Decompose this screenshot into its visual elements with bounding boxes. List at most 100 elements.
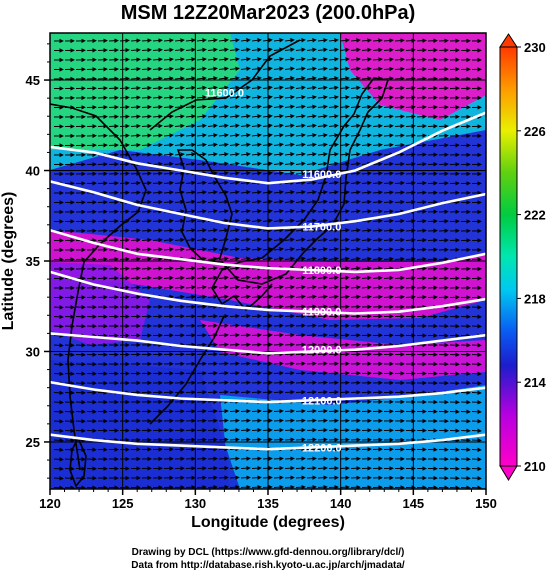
wind-vector	[317, 180, 328, 186]
wind-vector	[218, 332, 229, 338]
wind-vector	[174, 85, 185, 91]
wind-vector	[317, 114, 328, 119]
wind-vector	[152, 161, 163, 167]
wind-vector	[306, 152, 317, 157]
wind-vector	[273, 85, 284, 91]
wind-vector	[339, 209, 350, 214]
wind-vector	[218, 408, 229, 414]
wind-vector	[273, 456, 284, 461]
wind-vector	[394, 228, 405, 233]
wind-vector	[295, 190, 306, 195]
wind-vector	[394, 218, 405, 224]
wind-vector	[317, 209, 328, 214]
wind-vector	[218, 437, 229, 442]
wind-vector	[394, 66, 405, 72]
wind-vector	[185, 199, 196, 205]
wind-vector	[251, 237, 262, 243]
wind-vector	[295, 275, 306, 281]
wind-vector	[273, 66, 284, 72]
contour-label: 11700.0	[302, 222, 341, 234]
wind-vector	[53, 409, 64, 415]
wind-vector	[361, 275, 372, 281]
wind-vector	[141, 76, 152, 81]
wind-vector	[229, 38, 240, 43]
wind-vector	[130, 218, 141, 224]
wind-vector	[207, 57, 218, 62]
wind-vector	[152, 76, 163, 81]
wind-vector	[273, 408, 284, 414]
wind-vector	[328, 256, 339, 262]
wind-vector	[284, 142, 295, 148]
wind-vector	[416, 218, 427, 224]
wind-vector	[218, 285, 229, 290]
wind-vector	[328, 95, 339, 100]
wind-vector	[262, 256, 273, 262]
wind-vector	[229, 123, 240, 129]
y-tick-label: 40	[26, 164, 40, 179]
wind-vector	[163, 218, 174, 224]
wind-vector	[130, 95, 141, 100]
wind-vector	[229, 57, 240, 62]
wind-vector	[196, 218, 207, 224]
wind-vector	[174, 47, 185, 53]
wind-vector	[317, 275, 328, 281]
wind-vector	[218, 123, 229, 129]
wind-vector	[262, 47, 273, 53]
wind-vector	[251, 342, 262, 347]
wind-vector	[405, 190, 416, 195]
wind-vector	[196, 161, 207, 167]
wind-vector	[317, 161, 328, 167]
wind-vector	[174, 142, 185, 148]
wind-vector	[229, 465, 240, 471]
wind-vector	[240, 351, 251, 357]
wind-vector	[53, 390, 64, 396]
wind-vector	[383, 161, 394, 167]
wind-vector	[361, 123, 372, 129]
wind-vector	[130, 228, 141, 233]
wind-vector	[196, 209, 207, 214]
wind-vector	[141, 266, 152, 271]
wind-vector	[218, 342, 229, 347]
wind-vector	[229, 380, 240, 385]
wind-vector	[273, 76, 284, 81]
wind-vector	[196, 285, 207, 290]
wind-vector	[240, 57, 251, 62]
wind-vector	[218, 427, 229, 433]
wind-vector	[350, 266, 361, 271]
wind-vector	[383, 171, 394, 176]
wind-vector	[339, 180, 350, 186]
wind-vector	[295, 256, 306, 262]
wind-vector	[273, 285, 284, 290]
wind-vector	[119, 38, 130, 43]
wind-vector	[284, 304, 295, 309]
wind-vector	[383, 85, 394, 91]
wind-vector	[174, 152, 185, 157]
wind-vector	[339, 47, 350, 53]
wind-vector	[361, 114, 372, 119]
wind-vector	[262, 408, 273, 414]
wind-vector	[152, 285, 163, 290]
wind-vector	[53, 343, 64, 348]
wind-vector	[240, 418, 251, 423]
wind-vector	[240, 76, 251, 81]
wind-vector	[251, 484, 262, 489]
wind-vector	[295, 237, 306, 243]
wind-vector	[152, 237, 163, 243]
wind-vector	[372, 152, 383, 157]
wind-vector	[251, 76, 262, 81]
wind-vector	[262, 361, 273, 366]
wind-vector	[229, 418, 240, 423]
wind-vector	[119, 237, 130, 243]
wind-vector	[273, 95, 284, 100]
wind-vector	[130, 152, 141, 157]
wind-vector	[317, 323, 328, 328]
wind-vector	[295, 361, 306, 366]
wind-vector	[372, 180, 383, 186]
wind-vector	[317, 104, 328, 110]
wind-vector	[185, 38, 196, 43]
wind-vector	[229, 76, 240, 81]
wind-vector	[306, 104, 317, 110]
wind-vector	[174, 114, 185, 119]
wind-vector	[262, 152, 273, 157]
field-purple-west	[50, 262, 150, 345]
